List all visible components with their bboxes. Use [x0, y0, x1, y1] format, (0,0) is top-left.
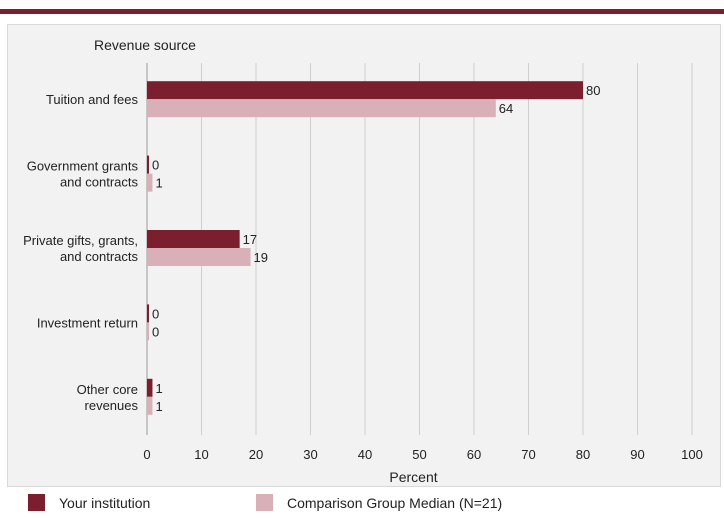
- bar-chart: Revenue source 80 64 Tuition and fees 0 1 Gove…: [23, 37, 703, 485]
- x-tick-label-3: 30: [303, 447, 317, 462]
- x-tick-label-10: 100: [681, 447, 703, 462]
- category-label-3: Investment return: [37, 315, 138, 330]
- bar-1-2: [147, 248, 251, 266]
- x-tick-label-6: 60: [467, 447, 481, 462]
- bar-1-1: [147, 173, 153, 192]
- chart-legend: Your institution Comparison Group Median…: [0, 494, 724, 518]
- bar-1-3: [147, 322, 149, 341]
- x-tick-label-5: 50: [412, 447, 426, 462]
- legend-item-comparison-group: Comparison Group Median (N=21): [256, 494, 502, 511]
- bar-0-0: [147, 81, 583, 100]
- data-label-0-1: 0: [152, 158, 159, 173]
- x-tick-label-2: 20: [249, 447, 263, 462]
- bar-0-2: [147, 230, 240, 248]
- data-label-0-4: 1: [155, 381, 162, 396]
- bar-1-4: [147, 396, 153, 415]
- category-label-1-0: Government grants: [27, 159, 139, 174]
- data-label-1-1: 1: [155, 176, 162, 191]
- data-label-1-2: 19: [254, 250, 268, 265]
- legend-item-your-institution: Your institution: [28, 494, 150, 511]
- x-tick-label-9: 90: [630, 447, 644, 462]
- category-label-4-1: revenues: [85, 398, 139, 413]
- legend-swatch-comparison-group: [256, 494, 273, 511]
- top-accent-bar: [0, 9, 724, 14]
- legend-label-your-institution: Your institution: [59, 494, 151, 511]
- legend-label-comparison-group: Comparison Group Median (N=21): [287, 494, 503, 511]
- x-tick-label-8: 80: [576, 447, 590, 462]
- data-label-0-3: 0: [152, 306, 159, 321]
- x-tick-label-0: 0: [143, 447, 150, 462]
- category-label-0: Tuition and fees: [46, 92, 139, 107]
- x-axis-label: Percent: [389, 469, 437, 485]
- x-tick-label-7: 70: [521, 447, 535, 462]
- category-label-2-1: and contracts: [60, 249, 139, 264]
- data-label-1-4: 1: [155, 399, 162, 414]
- legend-swatch-your-institution: [28, 494, 45, 511]
- data-label-1-3: 0: [152, 324, 159, 339]
- data-label-1-0: 64: [499, 101, 513, 116]
- x-tick-label-1: 10: [194, 447, 208, 462]
- bar-1-0: [147, 99, 496, 118]
- bar-0-4: [147, 378, 153, 397]
- category-label-4-0: Other core: [77, 382, 138, 397]
- x-tick-label-4: 40: [358, 447, 372, 462]
- category-label-2-0: Private gifts, grants,: [23, 233, 138, 248]
- data-label-0-2: 17: [243, 232, 257, 247]
- bar-0-3: [147, 304, 149, 323]
- data-label-0-0: 80: [586, 83, 600, 98]
- bar-0-1: [147, 155, 149, 174]
- category-label-1-1: and contracts: [60, 175, 139, 190]
- chart-title: Revenue source: [94, 37, 196, 53]
